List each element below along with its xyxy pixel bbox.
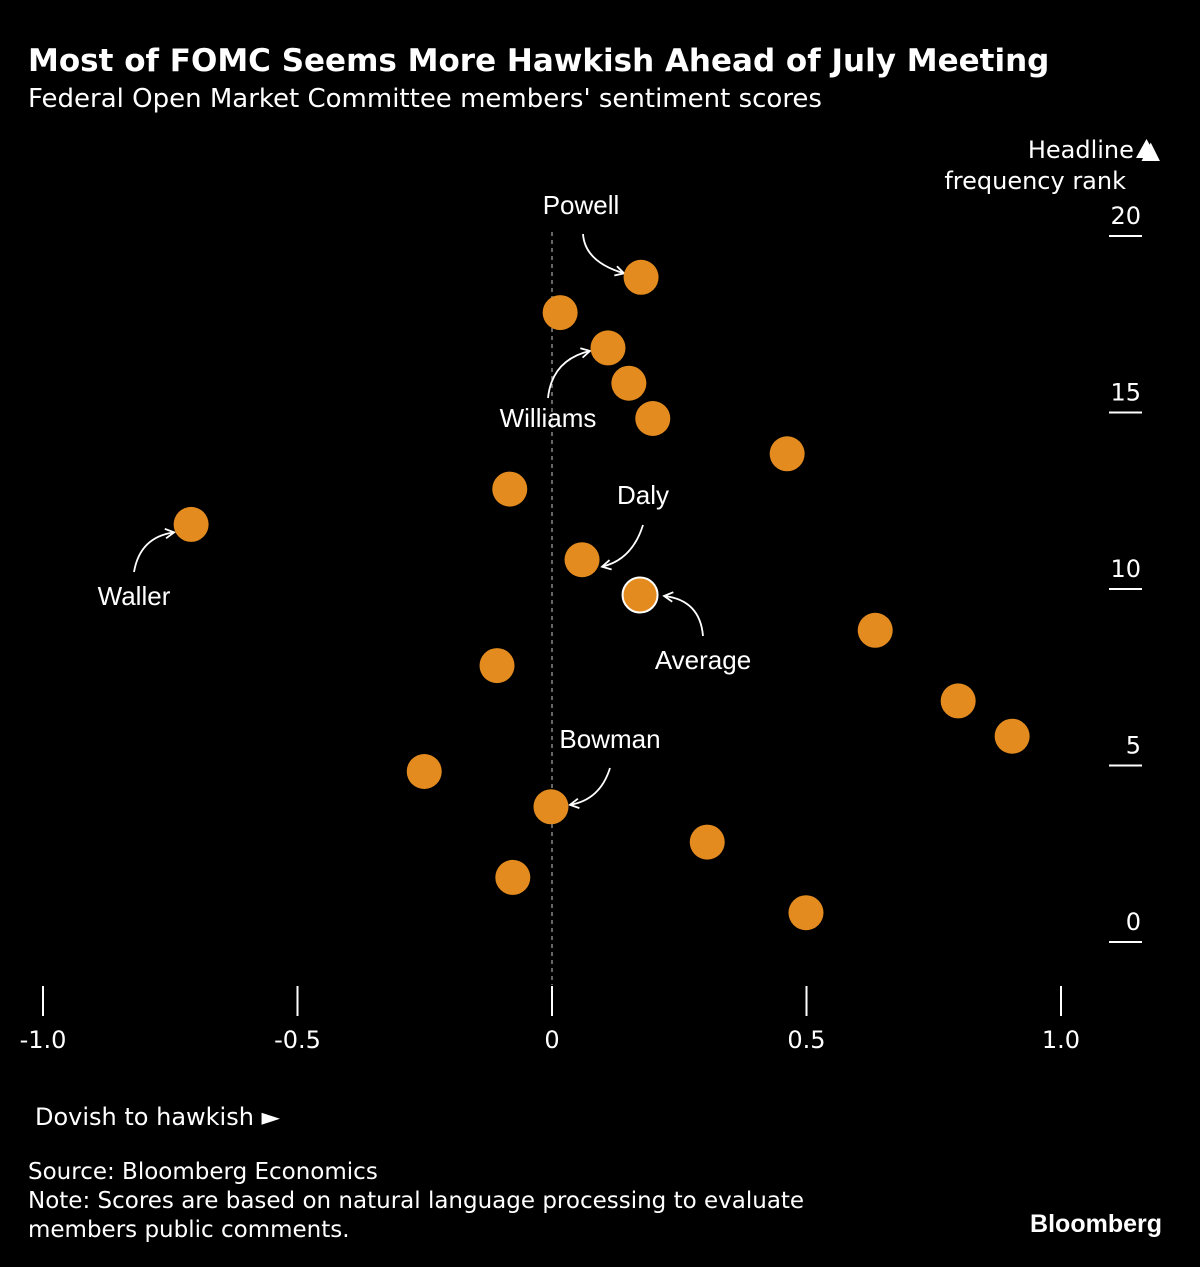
x-tick-label: -1.0	[20, 1026, 67, 1054]
arrow-williams-icon	[547, 350, 591, 399]
data-point	[542, 295, 578, 331]
x-tick-label: -0.5	[274, 1026, 321, 1054]
x-axis-label: Dovish to hawkish ►	[35, 1103, 281, 1131]
arrowhead-williams-icon	[580, 347, 592, 359]
y-axis-label-line2: frequency rank	[944, 167, 1126, 195]
note-line-2: members public comments.	[28, 1217, 350, 1243]
annotation-average: Average	[655, 645, 751, 675]
y-tick-label: 5	[1126, 732, 1141, 760]
data-point	[623, 259, 659, 295]
annotation-daly: Daly	[617, 480, 669, 510]
annotation-powell: Powell	[543, 190, 620, 220]
arrowhead-daly-icon	[600, 559, 612, 571]
y-tick-label: 10	[1110, 555, 1141, 583]
data-point	[611, 365, 647, 401]
data-point	[590, 330, 626, 366]
data-point	[635, 401, 671, 436]
data-point	[173, 506, 209, 542]
data-point	[492, 471, 528, 507]
data-point	[495, 859, 531, 895]
chart-subtitle: Federal Open Market Committee members' s…	[28, 84, 822, 114]
arrow-bowman-icon	[569, 767, 611, 806]
arrow-powell-icon	[582, 233, 625, 275]
data-point	[788, 895, 824, 931]
y-axis-label-line1: Headline ▲	[1028, 136, 1161, 164]
data-point	[406, 754, 442, 789]
data-point	[994, 718, 1030, 754]
arrowhead-bowman-icon	[568, 797, 580, 809]
source-text: Source: Bloomberg Economics	[28, 1159, 378, 1185]
data-point	[479, 648, 515, 684]
data-point	[769, 436, 805, 472]
arrow-average-icon	[663, 595, 704, 637]
annotation-bowman: Bowman	[559, 724, 660, 754]
y-tick-label: 0	[1126, 908, 1141, 936]
data-point	[533, 789, 569, 825]
y-tick-label: 15	[1110, 379, 1141, 407]
x-tick-label: 0.5	[787, 1026, 825, 1054]
arrow-daly-icon	[601, 524, 644, 568]
data-point	[564, 542, 600, 578]
data-point	[857, 612, 893, 648]
x-tick-label: 0	[544, 1026, 559, 1054]
annotation-williams: Williams	[500, 403, 597, 433]
data-point	[689, 824, 725, 860]
bloomberg-logo: Bloomberg	[1030, 1210, 1162, 1238]
average-point	[621, 576, 659, 614]
annotation-waller: Waller	[98, 581, 171, 611]
up-triangle-icon	[1136, 139, 1157, 158]
y-tick-label: 20	[1110, 202, 1141, 230]
x-tick-label: 1.0	[1042, 1026, 1080, 1054]
chart-title: Most of FOMC Seems More Hawkish Ahead of…	[28, 43, 1049, 79]
note-line-1: Note: Scores are based on natural langua…	[28, 1188, 804, 1214]
data-point	[940, 683, 976, 719]
arrow-waller-icon	[133, 531, 175, 573]
arrowhead-average-icon	[662, 591, 674, 603]
arrowhead-waller-icon	[164, 527, 176, 540]
